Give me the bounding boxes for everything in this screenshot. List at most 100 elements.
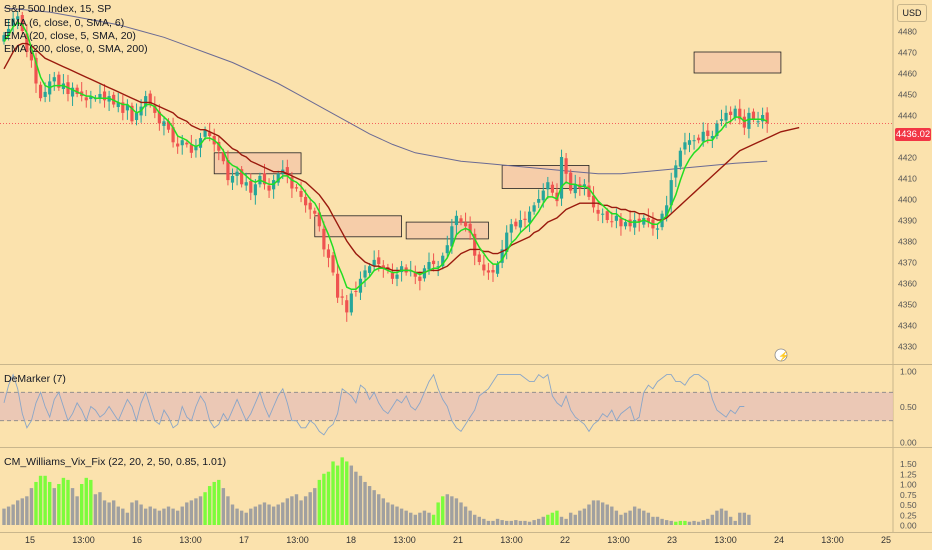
candle-body [550,184,554,193]
candle-body [724,112,728,121]
vix-fix-bar [509,520,513,525]
vix-fix-bar [70,488,75,525]
candle-body [240,169,244,185]
candle-body [733,108,737,118]
vix-fix-bar [313,488,317,525]
vix-fix-bar [125,512,130,525]
vix-fix-bar [454,498,459,525]
vix-fix-bar [162,508,166,525]
vix-fix-bar [568,512,573,525]
vix-fix-bar [427,512,431,525]
candle-body [203,129,207,137]
lightning-glyph: ⚡ [778,350,789,362]
vix-fix-bar [203,492,207,525]
candle-body [11,18,15,27]
vix-fix-bar [345,461,349,525]
candle-body [751,111,756,120]
candle-body [591,195,596,208]
vix-fix-bar [582,508,587,525]
candle-body [75,87,79,94]
vix-fix-bar [226,496,230,525]
candle-body [468,223,472,233]
currency-button[interactable]: USD [897,4,927,22]
candle-body [98,94,102,99]
vix-fix-bar [747,514,751,525]
candle-body [413,272,417,277]
vix-fix-bar [706,518,710,525]
vix-fix-bar [738,512,742,525]
vix-fix-bar [637,508,641,525]
vix-fix-bar [143,508,148,525]
vix-fix-bar [724,510,728,525]
vix-fix-bar [239,510,244,525]
time-tick-label: 23 [667,535,677,545]
vix-fix-bar [495,518,500,525]
candle-body [642,217,646,225]
vix-fix-bar [326,471,331,525]
time-tick-label: 13:00 [607,535,630,545]
price-tick-label: 4370 [898,258,917,268]
candle-body [678,150,682,167]
supply-demand-zone [213,152,302,175]
candle-body [514,221,518,227]
candle-body [180,140,184,146]
candle-body [445,245,449,254]
time-tick-label: 13:00 [179,535,202,545]
candle-body [669,180,673,206]
price-tick-label: 4390 [898,216,917,226]
vix-fix-bar [541,516,545,525]
vix-fix-bar [445,494,449,525]
candle-body [89,96,93,100]
candle-body [559,157,564,199]
candle-body [262,173,267,185]
vix-fix-bar [409,512,413,525]
vix-fix-bar [157,510,162,525]
candle-body [422,268,427,279]
vix-fix-bar [294,494,299,525]
vix-fix-bar [212,481,216,525]
candle-body [505,232,509,252]
vix-fix-bar [221,488,226,525]
vix-fix-bar [175,510,180,525]
vix-fix-bar [331,461,335,525]
vix-fix-bar [61,477,66,525]
vix-fix-bar [459,502,463,525]
candle-body [582,184,586,186]
candle-body [418,276,422,281]
vix-fix-bar [683,520,687,525]
vix-fix-bar [111,500,116,525]
vix-fix-bar [418,512,422,525]
vix-fix-bar [29,488,34,525]
vix-fix-bar [687,521,692,525]
vix-fix-bar [116,506,120,525]
candle-body [34,57,38,84]
candle-body [317,212,321,227]
time-tick-label: 21 [453,535,463,545]
candle-body [304,196,308,206]
time-tick-label: 13:00 [72,535,95,545]
time-tick-label: 13:00 [393,535,416,545]
vix-fix-bar [340,457,344,525]
vix-fix-bar [253,506,258,525]
candle-body [738,108,742,120]
price-tick-label: 4340 [898,321,917,331]
vix-fix-bar [518,520,523,525]
candle-body [340,296,344,298]
vix-fix-bar [79,484,84,525]
time-tick-label: 13:00 [286,535,309,545]
vix-fix-bar [139,504,143,525]
ema-slow-line [3,42,800,274]
candle-body [761,115,765,122]
time-tick-label: 15 [25,535,35,545]
vix-fix-bar [271,506,276,525]
candle-body [454,215,459,226]
time-tick-label: 25 [881,535,891,545]
candle-body [495,264,500,274]
candle-body [20,15,24,31]
vix-fix-bar [230,504,235,525]
time-tick-label: 13:00 [500,535,523,545]
price-tick-label: 4470 [898,48,917,58]
vix-fix-bar [614,510,619,525]
price-tick-label: 4360 [898,279,917,289]
